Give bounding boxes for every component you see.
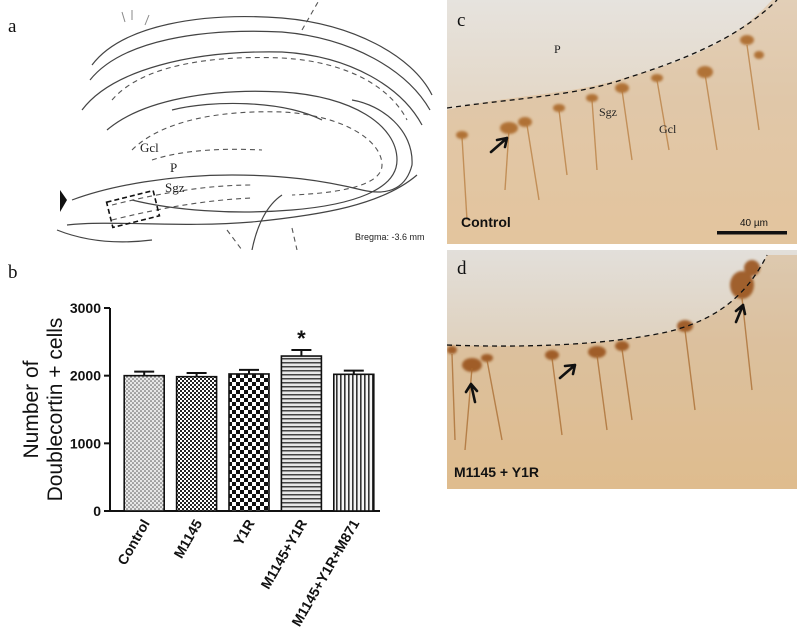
y-axis-title: Number of Doublecortin + cells [20,318,67,502]
scale-bar-label: 40 µm [740,218,768,229]
micrograph-p-label: P [554,42,561,56]
x-tick-label: M1145+Y1R [257,517,310,592]
panel-label-a: a [8,16,17,37]
doublecortin-bar-chart: Number of Doublecortin + cells 0 1000 2000 3… [20,300,380,627]
x-tick-label: Y1R [230,517,257,549]
x-tick-label: M1145 [170,516,205,561]
schematic-gcl-label: Gcl [140,140,159,155]
y-tick-label: 3000 [70,300,101,316]
micrograph-sgz-label: Sgz [599,105,617,119]
y-axis-title-line: Doublecortin + cells [44,318,67,502]
hippocampus-schematic: Gcl P Sgz Bregma: -3.6 mm [56,0,433,250]
y-tick-label: 1000 [70,435,101,451]
condition-label-m1145-y1r: M1145 + Y1R [454,464,539,480]
schematic-sgz-label: Sgz [165,180,185,195]
y-tick-label: 0 [93,503,101,519]
bar-m1145-y1r [280,355,323,512]
condition-label-control: Control [461,214,511,230]
schematic-p-label: P [170,160,177,175]
bar-m1145 [175,375,218,512]
bar-y1r [228,373,270,512]
panel-label-b: b [8,262,18,283]
y-axis-title-line: Number of [20,360,43,458]
y-tick-label: 2000 [70,368,101,384]
panel-label-c: c [457,10,466,31]
panel-label-d: d [457,258,467,279]
micrograph-gcl-label: Gcl [659,122,677,136]
bar-control [123,374,165,512]
bar-m1145-y1r-m871 [332,373,375,512]
bregma-label: Bregma: -3.6 mm [355,232,425,242]
significance-marker: * [297,326,306,351]
chart-bars: * [123,326,375,512]
x-tick-label: Control [114,517,153,568]
micrograph-m1145-y1r: d M1145 + Y1R [447,250,797,489]
micrograph-control: c P Sgz Gcl Control 40 µm [447,0,797,244]
